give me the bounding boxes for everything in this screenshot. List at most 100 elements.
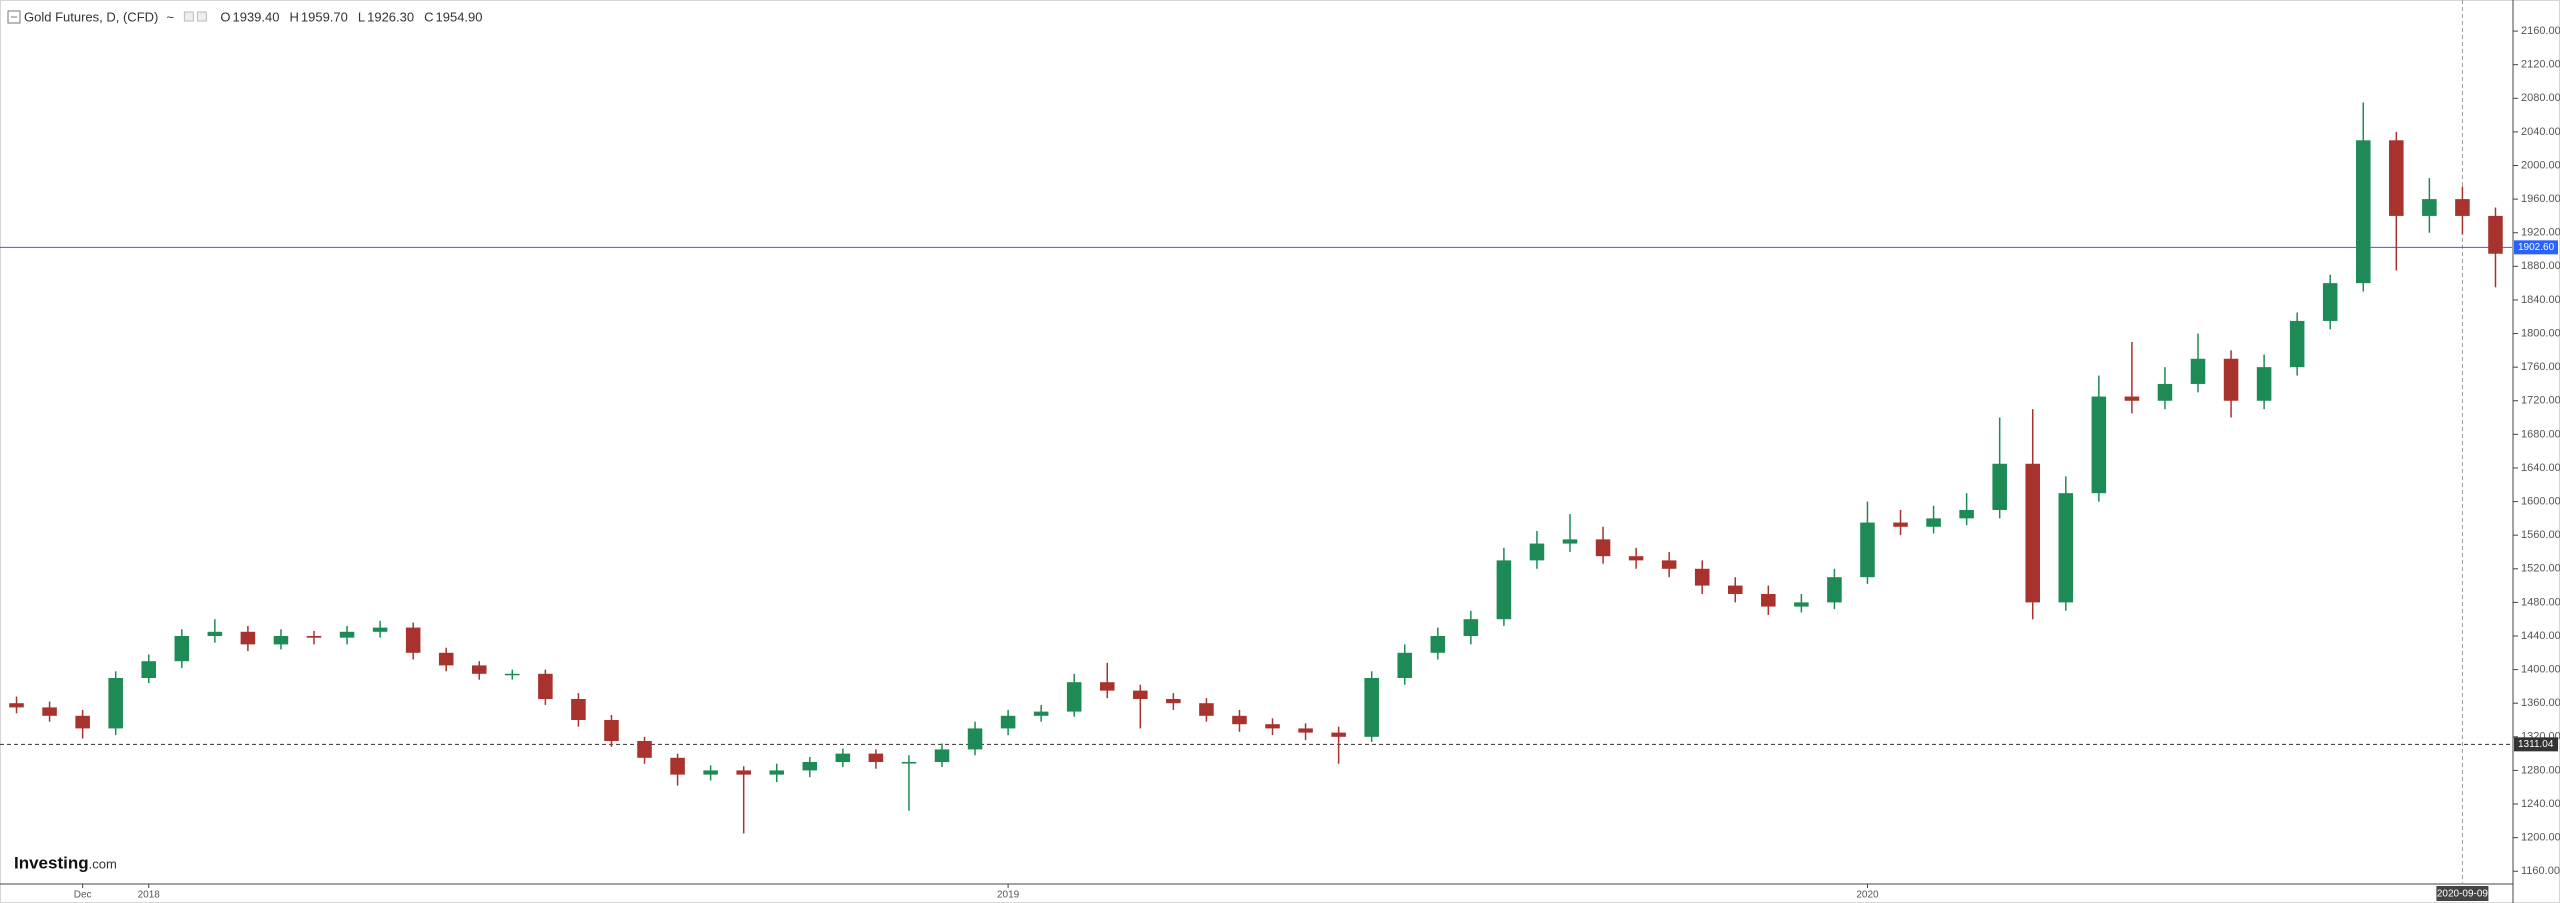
- candle-body: [1529, 543, 1545, 561]
- candle-body: [604, 720, 619, 742]
- candle-body: [2322, 283, 2338, 321]
- candle-body: [1066, 682, 1082, 712]
- candle-body: [2223, 358, 2239, 401]
- candle-body: [1463, 619, 1479, 636]
- x-tick-label: 2018: [138, 890, 161, 901]
- y-tick-label: 2000.00: [2521, 159, 2560, 171]
- candle-body: [9, 703, 24, 708]
- candle-body: [736, 770, 751, 775]
- candle-body: [1133, 690, 1148, 700]
- candle-body: [1827, 577, 1842, 603]
- candle-body: [835, 753, 851, 763]
- y-tick-label: 1600.00: [2521, 495, 2560, 507]
- y-tick-label: 1400.00: [2521, 664, 2560, 676]
- y-tick-label: 1960.00: [2521, 193, 2560, 205]
- candle-body: [2025, 463, 2041, 603]
- y-tick-label: 1480.00: [2521, 596, 2560, 608]
- y-tick-label: 1760.00: [2521, 361, 2560, 373]
- candle-body: [75, 715, 90, 729]
- crosshair-label: 2020-09-09: [2437, 889, 2489, 900]
- y-tick-label: 1200.00: [2521, 832, 2560, 844]
- y-tick-label: 1800.00: [2521, 327, 2560, 339]
- legend-key: L: [358, 9, 365, 24]
- candle-body: [1033, 711, 1049, 716]
- candle-body: [1331, 732, 1346, 737]
- y-tick-label: 1720.00: [2521, 395, 2560, 407]
- y-tick-label: 2040.00: [2521, 126, 2560, 138]
- candle-body: [141, 661, 157, 679]
- y-tick-label: 1840.00: [2521, 294, 2560, 306]
- candle-body: [2455, 199, 2470, 216]
- y-tick-label: 1880.00: [2521, 260, 2560, 272]
- candle-body: [1166, 699, 1181, 704]
- collapse-icon[interactable]: [7, 10, 21, 24]
- legend-value: 1954.90: [436, 9, 483, 24]
- candle-body: [703, 770, 718, 775]
- candle-body: [670, 757, 685, 775]
- price-label: 1902.60: [2518, 242, 2555, 253]
- candle-body: [538, 673, 553, 700]
- candle-body: [1232, 715, 1247, 725]
- candle-body: [240, 631, 256, 645]
- candle-body: [1199, 703, 1214, 716]
- candle-body: [2058, 493, 2074, 603]
- logo-suffix: .com: [89, 856, 117, 871]
- candle-body: [1430, 635, 1446, 653]
- candle-body: [2422, 199, 2437, 216]
- candle-body: [1265, 724, 1280, 729]
- candle-body: [1000, 715, 1016, 729]
- candle-body: [207, 631, 223, 636]
- candle-body: [1397, 652, 1413, 679]
- legend-icon: [183, 11, 194, 22]
- candle-body: [2488, 215, 2503, 254]
- candle-body: [2190, 358, 2206, 384]
- price-label: 1311.04: [2518, 739, 2554, 750]
- y-tick-label: 1280.00: [2521, 764, 2560, 776]
- legend-value: 1959.70: [301, 9, 348, 24]
- candle-body: [2124, 396, 2140, 401]
- candle-body: [1794, 602, 1809, 607]
- candle-body: [1893, 522, 1908, 527]
- y-tick-label: 1360.00: [2521, 697, 2560, 709]
- candle-body: [1761, 593, 1776, 607]
- candle-body: [471, 665, 487, 674]
- candle-body: [42, 707, 57, 716]
- candle-body: [1595, 539, 1611, 557]
- candle-body: [2355, 140, 2371, 284]
- y-tick-label: 1920.00: [2521, 227, 2560, 239]
- candle-body: [1099, 682, 1115, 691]
- candle-body: [405, 627, 421, 653]
- candle-body: [1298, 728, 1313, 733]
- candle-body: [637, 741, 652, 758]
- legend-icon: [196, 11, 207, 22]
- candle-body: [967, 728, 983, 750]
- price-label-bg: [2514, 737, 2558, 752]
- logo: Investing .com: [14, 853, 117, 872]
- legend-key: H: [289, 9, 298, 24]
- legend-value: 1939.40: [232, 9, 279, 24]
- candle-body: [2157, 383, 2173, 401]
- legend-key: C: [424, 9, 433, 24]
- y-tick-label: 2120.00: [2521, 59, 2560, 71]
- candle-body: [1364, 678, 1379, 737]
- candle-body: [108, 678, 123, 729]
- y-tick-label: 2160.00: [2521, 25, 2560, 37]
- candle-body: [769, 770, 785, 775]
- candle-body: [802, 762, 818, 771]
- candle-body: [1562, 539, 1578, 544]
- candle-body: [571, 699, 586, 721]
- candle-body: [1860, 522, 1875, 578]
- candle-body: [372, 627, 388, 632]
- candle-body: [339, 631, 355, 638]
- candle-body: [868, 753, 884, 763]
- y-tick-label: 1640.00: [2521, 462, 2560, 474]
- candle-body: [2256, 367, 2272, 401]
- logo-main: Investing: [14, 853, 89, 872]
- candle-body: [2289, 320, 2305, 368]
- candle-body: [273, 635, 289, 645]
- candle-body: [505, 673, 520, 676]
- y-tick-label: 2080.00: [2521, 92, 2560, 104]
- y-tick-label: 1560.00: [2521, 529, 2560, 541]
